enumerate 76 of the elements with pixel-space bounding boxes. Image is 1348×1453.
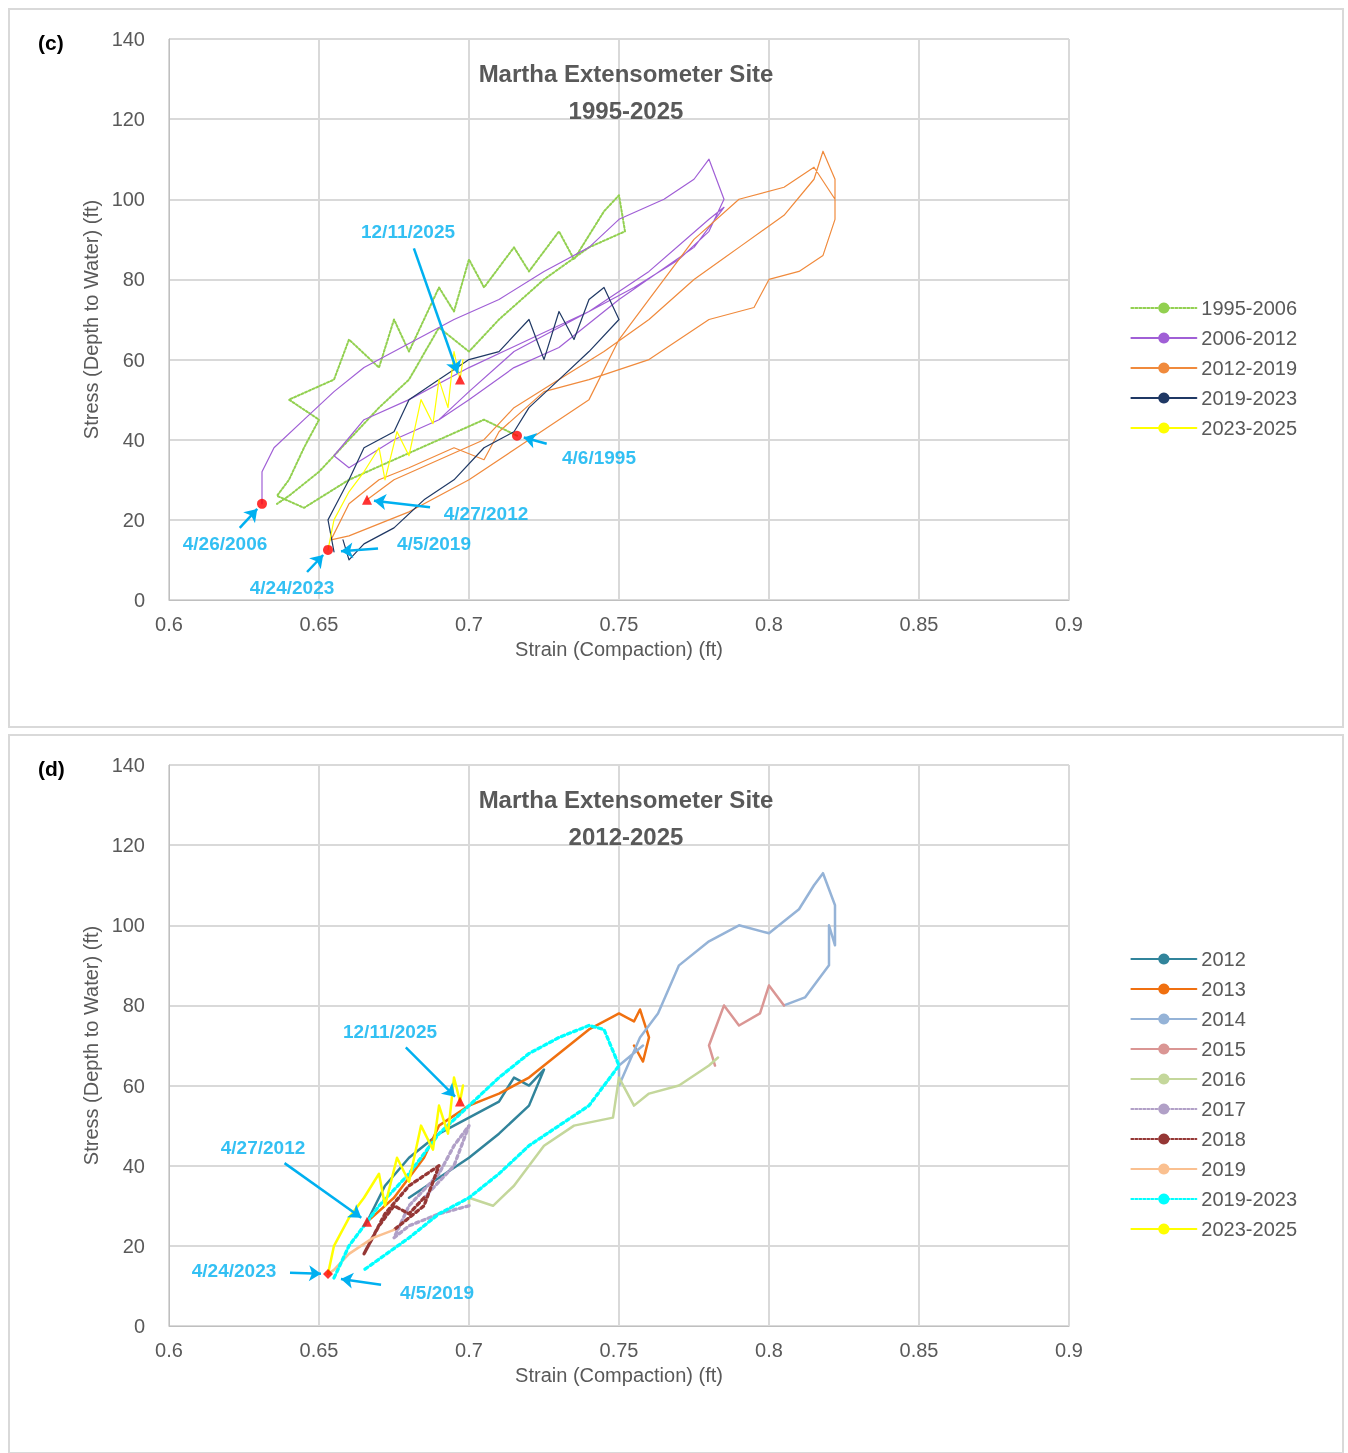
y-tick-label: 100 — [111, 188, 145, 211]
y-tick-label: 80 — [122, 268, 145, 291]
legend-label: 2023-2025 — [1201, 1218, 1298, 1240]
legend-label: 2023-2025 — [1201, 417, 1298, 439]
legend-label: 2015 — [1201, 1038, 1246, 1060]
y-tick-label: 40 — [122, 1154, 145, 1177]
point — [362, 494, 372, 505]
legend-label: 2018 — [1201, 1128, 1246, 1150]
y-tick-label: 100 — [111, 914, 145, 937]
y-tick-label: 60 — [122, 1074, 145, 1097]
y-tick-label: 20 — [122, 1234, 145, 1257]
legend-label: 2013 — [1201, 978, 1246, 1000]
line-series — [362, 1164, 441, 1256]
x-tick-label: 0.75 — [599, 613, 639, 635]
x-tick-label: 0.8 — [755, 613, 783, 635]
x-tick-label: 0.75 — [599, 1339, 639, 1361]
x-tick-label: 0.6 — [155, 1339, 183, 1361]
annotation: 4/26/2006 — [182, 533, 268, 555]
y-axis-title: Stress (Depth to Water) (ft) — [79, 199, 102, 440]
annotation: 4/27/2012 — [443, 503, 529, 525]
line-series — [467, 1056, 720, 1208]
point — [455, 374, 465, 385]
y-tick-label: 120 — [111, 108, 145, 131]
line-series — [617, 871, 837, 1087]
legend-label: 2012-2019 — [1201, 357, 1298, 379]
text: Martha Extensometer Site 1995-2025 — [478, 60, 774, 124]
y-tick-label: 0 — [133, 1315, 145, 1337]
x-tick-label: 0.85 — [899, 1339, 939, 1361]
x-tick-label: 0.85 — [899, 613, 939, 635]
annotation: 12/11/2025 — [342, 1021, 438, 1043]
x-tick-label: 0.9 — [1055, 1339, 1083, 1361]
annotation: 12/11/2025 — [360, 221, 456, 243]
x-tick-label: 0.7 — [455, 1339, 483, 1361]
y-tick-label: 20 — [122, 508, 145, 531]
x-tick-label: 0.65 — [299, 1339, 339, 1361]
y-tick-label: 60 — [122, 348, 145, 371]
legend-label: 2019-2023 — [1201, 387, 1298, 409]
legend-label: 2012 — [1201, 948, 1246, 970]
y-tick-label: 80 — [122, 994, 145, 1017]
x-axis-title: Strain (Compaction) (ft) — [515, 637, 723, 660]
legend-label: 2016 — [1201, 1068, 1246, 1090]
point — [257, 498, 267, 509]
legend-label: 2019 — [1201, 1158, 1246, 1180]
legend-label: 2014 — [1201, 1008, 1246, 1030]
text: (c) — [38, 31, 64, 54]
annotation: 4/5/2019 — [397, 533, 471, 555]
annotation: 4/24/2023 — [249, 577, 335, 599]
point — [455, 1096, 465, 1107]
x-tick-label: 0.7 — [455, 613, 483, 635]
line-series — [707, 984, 786, 1067]
text: Martha Extensometer Site 2012-2025 — [478, 786, 774, 850]
annotation: 4/27/2012 — [220, 1137, 306, 1159]
y-tick-label: 140 — [111, 28, 145, 50]
y-tick-label: 0 — [133, 589, 145, 611]
annotation: 4/5/2019 — [400, 1282, 474, 1304]
y-tick-label: 140 — [111, 754, 145, 776]
y-tick-label: 120 — [111, 834, 145, 857]
line-series — [392, 1123, 471, 1240]
point — [362, 1216, 372, 1227]
legend-label: 2017 — [1201, 1098, 1246, 1120]
x-tick-label: 0.65 — [299, 613, 339, 635]
legend-label: 2019-2023 — [1201, 1188, 1298, 1210]
annotation: 4/24/2023 — [191, 1260, 277, 1282]
text: (d) — [38, 757, 65, 780]
x-tick-label: 0.6 — [155, 613, 183, 635]
point — [323, 1268, 333, 1279]
y-axis-title: Stress (Depth to Water) (ft) — [79, 925, 102, 1166]
point — [323, 544, 333, 555]
x-tick-label: 0.8 — [755, 1339, 783, 1361]
x-axis-title: Strain (Compaction) (ft) — [515, 1363, 723, 1386]
legend-label: 1995-2006 — [1201, 297, 1298, 319]
x-tick-label: 0.9 — [1055, 613, 1083, 635]
annotation: 4/6/1995 — [562, 447, 637, 469]
legend-label: 2006-2012 — [1201, 327, 1298, 349]
y-tick-label: 40 — [122, 428, 145, 451]
point — [512, 430, 522, 441]
